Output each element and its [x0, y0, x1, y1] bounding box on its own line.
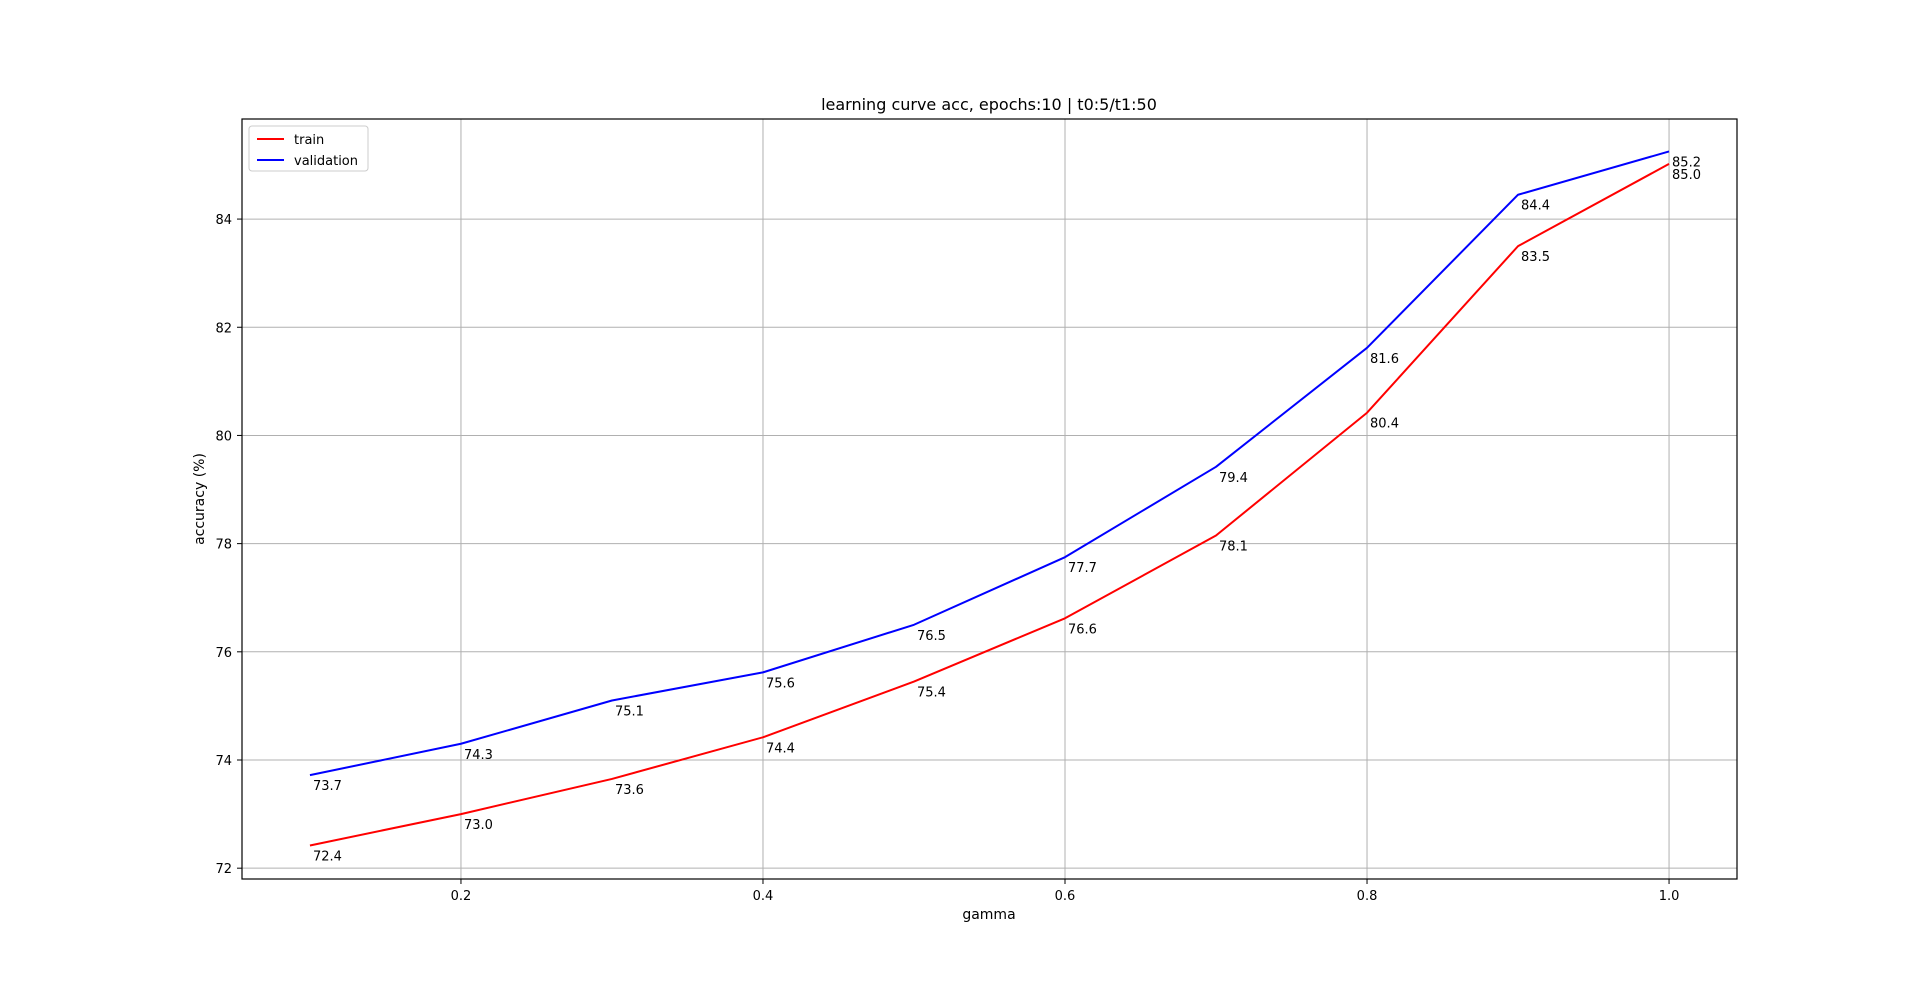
data-label-validation: 75.6	[766, 676, 795, 691]
data-label-train: 73.6	[615, 783, 644, 798]
series-line-train	[309, 163, 1670, 847]
x-tick-label: 0.4	[753, 889, 774, 904]
grid-lines	[242, 119, 1737, 879]
x-tick-label: 1.0	[1659, 889, 1680, 904]
x-tick-label: 0.8	[1357, 889, 1378, 904]
data-label-validation: 85.2	[1672, 155, 1701, 170]
chart-title: learning curve acc, epochs:10 | t0:5/t1:…	[821, 95, 1157, 114]
y-tick-label: 72	[215, 862, 232, 877]
data-label-train: 75.4	[917, 686, 946, 701]
data-label-train: 80.4	[1370, 417, 1399, 432]
data-label-validation: 76.5	[917, 629, 946, 644]
y-tick-label: 84	[215, 213, 232, 228]
y-tick-label: 74	[215, 754, 232, 769]
data-label-validation: 79.4	[1219, 471, 1248, 486]
legend-label-validation: validation	[294, 154, 358, 169]
legend-label-train: train	[294, 133, 324, 148]
y-tick-label: 78	[215, 538, 232, 553]
legend: train validation	[248, 125, 369, 172]
data-label-validation: 74.3	[464, 748, 493, 763]
y-tick-label: 82	[215, 321, 232, 336]
data-label-train: 83.5	[1521, 250, 1550, 265]
x-axis-label: gamma	[962, 907, 1015, 923]
series-line-validation	[309, 150, 1670, 777]
data-label-validation: 77.7	[1068, 561, 1097, 576]
data-labels: 72.4 73.0 73.6 74.4 75.4 76.6 78.1 80.4 83.5 85.0…	[313, 155, 1701, 864]
data-label-validation: 84.4	[1521, 199, 1550, 214]
data-label-validation: 81.6	[1370, 352, 1399, 367]
data-label-train: 78.1	[1219, 540, 1248, 555]
plot-frame	[241, 118, 1738, 880]
data-label-validation: 75.1	[615, 704, 644, 719]
x-tick-label: 0.6	[1055, 889, 1076, 904]
y-tick-label: 76	[215, 646, 232, 661]
y-tick-label: 80	[215, 429, 232, 444]
data-label-train: 72.4	[313, 849, 342, 864]
series-lines	[309, 150, 1670, 847]
y-axis-label: accuracy (%)	[192, 453, 208, 545]
x-tick-label: 0.2	[451, 889, 472, 904]
data-label-train: 85.0	[1672, 168, 1701, 183]
data-label-train: 76.6	[1068, 622, 1097, 637]
data-label-train: 74.4	[766, 741, 795, 756]
data-label-train: 73.0	[464, 818, 493, 833]
axis-ticks: 0.2 0.4 0.6 0.8 1.0 72 74 76 78 80 82 84	[215, 213, 1679, 904]
data-label-validation: 73.7	[313, 779, 342, 794]
